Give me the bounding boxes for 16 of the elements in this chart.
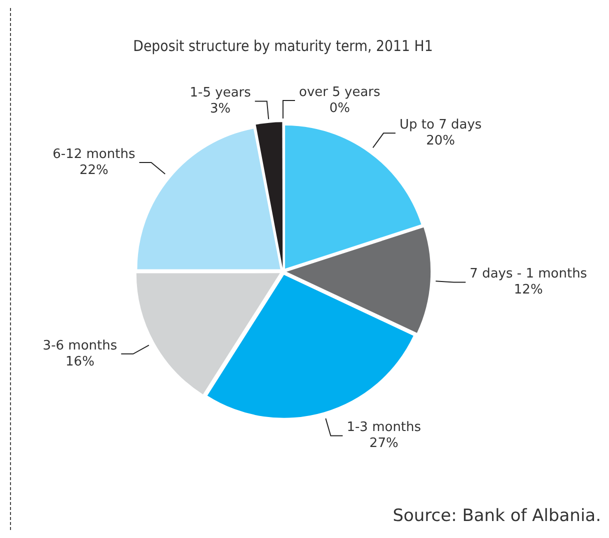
data-label: 27%	[369, 436, 398, 452]
slice-label: 7 days - 1 months	[470, 266, 588, 282]
data-label: 22%	[79, 162, 108, 178]
data-label: 16%	[66, 354, 94, 370]
slice-label: 6-12 months	[52, 146, 136, 162]
chart-title: Deposit structure by maturity term, 2011 H1	[133, 38, 433, 56]
data-label: 3%	[210, 102, 231, 117]
slice-label: 3-6 months	[42, 338, 118, 354]
slice-label: 1-5 years	[190, 86, 252, 101]
category-label: over 5 years	[299, 84, 380, 100]
slice-label: Up to 7 days	[400, 118, 482, 133]
data-label: 20%	[426, 134, 456, 149]
slice-label: 1-3 months	[346, 420, 422, 436]
text: 0%	[329, 100, 350, 116]
data-label: 12%	[514, 282, 543, 298]
source-note: Source: Bank of Albania.	[392, 506, 601, 526]
